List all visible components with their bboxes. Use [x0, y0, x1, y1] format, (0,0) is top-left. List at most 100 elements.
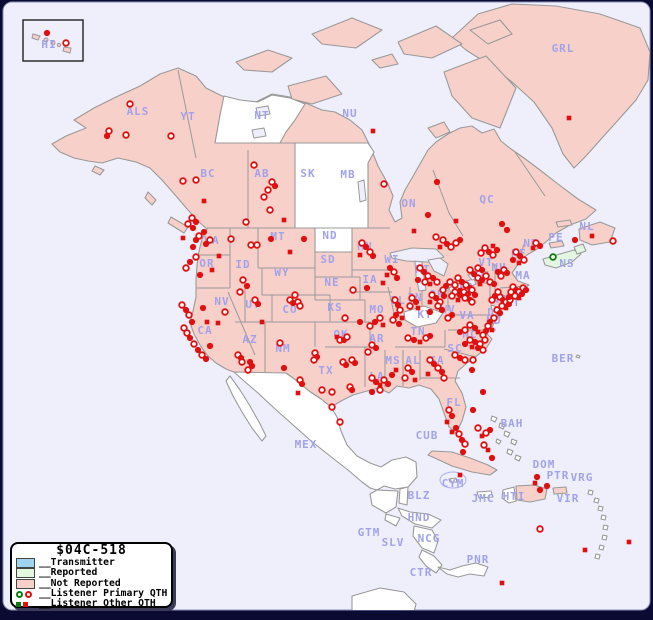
marker-listener-primary-red	[434, 302, 442, 310]
primary-qth-green-icon	[16, 590, 23, 598]
region-label-cym: CYM	[442, 477, 465, 490]
marker-listener-primary-red	[238, 358, 246, 366]
marker-listener-cluster-red	[271, 182, 279, 190]
marker-listener-primary-red	[190, 340, 198, 348]
marker-listener-primary-red	[310, 356, 318, 364]
region-label-sk: SK	[300, 167, 315, 180]
baffin-island	[443, 55, 517, 129]
marker-listener-other-red	[477, 281, 483, 287]
region-sk-mb	[294, 142, 375, 229]
great-bear-lake	[255, 105, 271, 117]
marker-listener-other-red	[457, 287, 463, 293]
marker-listener-primary-red	[183, 329, 191, 337]
region-label-dom: DOM	[533, 458, 556, 471]
marker-listener-primary-red	[396, 306, 404, 314]
marker-listener-primary-red	[358, 239, 366, 247]
region-label-ia: IA	[362, 273, 377, 286]
region-label-nl: NL	[579, 220, 594, 233]
marker-listener-cluster-red	[202, 240, 210, 248]
marker-listener-primary-red	[455, 430, 463, 438]
region-label-ma: MA	[515, 269, 530, 282]
marker-listener-other-red	[204, 319, 210, 325]
marker-listener-other-red	[516, 260, 522, 266]
marker-listener-primary-red	[62, 39, 70, 47]
region-label-nd: ND	[322, 229, 337, 242]
primary-qth-red-icon	[25, 590, 32, 598]
region-label-gtm: GTM	[358, 526, 381, 539]
other-qth-green-icon	[16, 601, 21, 607]
marker-listener-cluster-red	[496, 309, 504, 317]
marker-listener-cluster-red	[199, 304, 207, 312]
marker-listener-primary-red	[296, 302, 304, 310]
marker-listener-other-red	[201, 198, 207, 204]
marker-listener-primary-red	[206, 236, 214, 244]
marker-listener-primary-red	[179, 177, 187, 185]
legend-panel[interactable]: $04C-518 __Transmitter __Reported __Not …	[10, 542, 173, 609]
marker-listener-primary-red	[122, 131, 130, 139]
arctic-island	[311, 17, 383, 49]
marker-listener-cluster-red	[280, 364, 288, 372]
region-pnr	[437, 562, 489, 578]
marker-listener-other-red	[357, 252, 363, 258]
marker-listener-primary-red	[180, 324, 188, 332]
marker-listener-primary-red	[446, 278, 454, 286]
marker-listener-cluster-red	[536, 242, 544, 250]
marker-listener-other-red	[530, 245, 536, 251]
region-label-wy: WY	[274, 266, 289, 279]
region-label-tx: TX	[318, 364, 333, 377]
marker-listener-primary-red	[239, 276, 247, 284]
marker-listener-other-red	[532, 480, 538, 486]
region-label-id: ID	[235, 258, 250, 271]
marker-listener-other-red	[334, 334, 340, 340]
marker-listener-cluster-red	[368, 388, 376, 396]
bahama-island	[495, 438, 502, 445]
marker-listener-cluster-red	[192, 218, 200, 226]
marker-listener-primary-red	[432, 233, 440, 241]
marker-listener-primary-red	[184, 220, 192, 228]
region-ncg	[412, 525, 439, 554]
legend-item-label: __Not Reported	[39, 577, 121, 589]
white-regions	[214, 94, 609, 610]
marker-listener-other-red	[384, 272, 390, 278]
antilles-island	[598, 544, 605, 551]
marker-listener-cluster-red	[536, 486, 544, 494]
marker-listener-other-red	[180, 235, 186, 241]
marker-listener-cluster-red	[371, 318, 379, 326]
marker-listener-cluster-red	[471, 291, 479, 299]
region-label-on: ON	[401, 197, 416, 210]
marker-listener-other-red	[453, 218, 459, 224]
marker-listener-primary-red	[404, 334, 412, 342]
reported-swatch	[16, 568, 35, 579]
region-label-hti: HTI	[503, 490, 526, 503]
marker-listener-other-red	[469, 344, 475, 350]
marker-listener-primary-red	[520, 256, 528, 264]
marker-listener-cluster-red	[452, 424, 460, 432]
marker-listener-cluster-red	[188, 318, 196, 326]
marker-listener-cluster-red	[342, 361, 350, 369]
marker-listener-cluster-red	[393, 274, 401, 282]
region-label-hnd: HND	[408, 511, 431, 524]
marker-listener-primary-red	[389, 316, 397, 324]
marker-listener-primary-red	[341, 314, 349, 322]
region-label-pnr: PNR	[467, 553, 490, 566]
prince-edward-island	[548, 240, 565, 249]
marker-listener-cluster-red	[254, 300, 262, 308]
marker-listener-primary-red	[404, 364, 412, 372]
marker-listener-other-red	[475, 329, 481, 335]
marker-listener-other-red	[499, 580, 505, 586]
not-reported-swatch	[16, 578, 35, 589]
marker-listener-cluster-red	[395, 320, 403, 328]
marker-listener-primary-red	[421, 278, 429, 286]
region-label-mo: MO	[369, 303, 384, 316]
haiti	[501, 486, 517, 504]
marker-listener-cluster-red	[518, 290, 526, 298]
marker-listener-other-red	[417, 339, 423, 345]
marker-listener-other-red	[449, 429, 455, 435]
marker-listener-cluster-red	[426, 332, 434, 340]
marker-listener-primary-red	[221, 308, 229, 316]
marker-listener-other-red	[503, 305, 509, 311]
marker-listener-cluster-red	[471, 324, 479, 332]
marker-listener-primary-red	[480, 441, 488, 449]
marker-listener-cluster-red	[103, 132, 111, 140]
